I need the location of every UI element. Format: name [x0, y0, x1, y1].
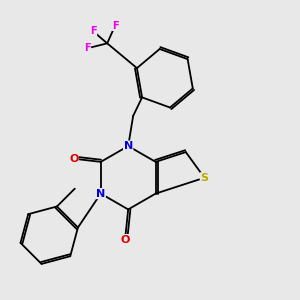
Text: N: N	[96, 189, 105, 199]
Text: F: F	[112, 20, 119, 31]
Text: O: O	[120, 235, 130, 244]
Text: F: F	[90, 26, 97, 36]
Text: F: F	[84, 43, 91, 53]
Text: O: O	[69, 154, 79, 164]
Text: S: S	[200, 173, 208, 183]
Text: N: N	[124, 141, 133, 151]
